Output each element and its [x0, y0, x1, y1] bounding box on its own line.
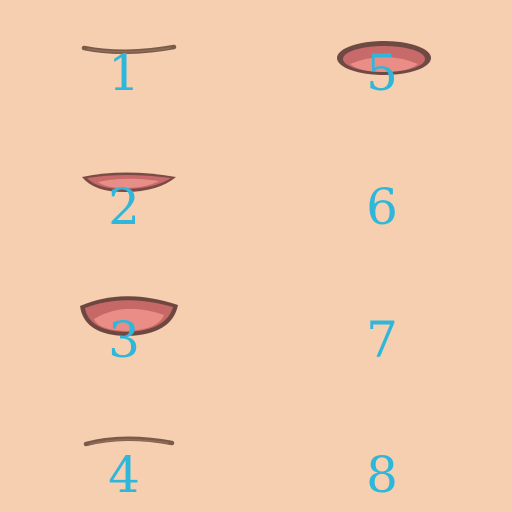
- frame-label-4: 4: [108, 446, 140, 504]
- frame-7: 7: [312, 281, 452, 371]
- frame-label-3: 3: [108, 311, 140, 369]
- frame-5: 5: [312, 14, 452, 104]
- mouth-slightly-open-sprite: [82, 172, 176, 192]
- mouth-wide-open-sprite: [80, 296, 178, 336]
- frame-label-8: 8: [366, 446, 398, 504]
- frame-1: 1: [54, 14, 194, 104]
- frame-4: 4: [54, 416, 194, 506]
- frame-6: 6: [312, 148, 452, 238]
- frame-2: 2: [54, 148, 194, 238]
- frame-label-7: 7: [366, 311, 398, 369]
- frame-label-2: 2: [108, 178, 140, 236]
- frame-3: 3: [54, 281, 194, 371]
- frame-8: 8: [312, 416, 452, 506]
- mouth-closed-smile-sprite: [81, 44, 177, 54]
- frame-label-5: 5: [366, 44, 398, 102]
- mouth-round-open-sprite: [337, 41, 431, 75]
- frame-label-6: 6: [366, 178, 398, 236]
- frame-label-1: 1: [108, 44, 140, 102]
- mouth-closed-flat-sprite: [83, 436, 175, 447]
